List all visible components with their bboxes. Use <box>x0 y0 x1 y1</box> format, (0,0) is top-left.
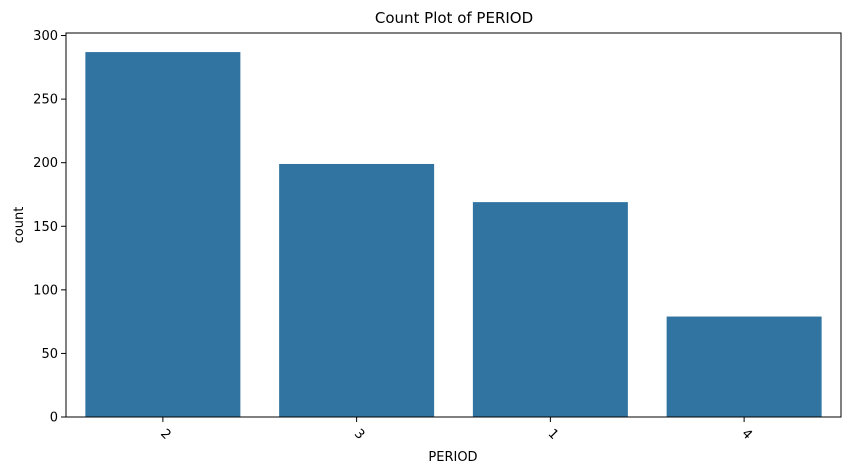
x-tick-label-4: 4 <box>738 426 754 442</box>
bar-1 <box>472 202 628 417</box>
y-tick-label: 250 <box>33 93 58 108</box>
plot-frame <box>65 32 842 418</box>
bar-4 <box>666 316 822 417</box>
bar-2 <box>85 52 241 418</box>
x-tick-label-3: 3 <box>351 426 367 442</box>
y-tick-label: 100 <box>33 283 58 298</box>
chart-title: Count Plot of PERIOD <box>375 9 533 27</box>
x-ticks-group: 2 3 1 4 <box>157 417 755 443</box>
y-axis-label: count <box>12 207 27 244</box>
bar-3 <box>279 163 435 417</box>
y-tick-label: 0 <box>50 411 58 426</box>
x-tick-label-1: 1 <box>545 426 561 442</box>
y-tick-label: 200 <box>33 156 58 171</box>
x-axis-label: PERIOD <box>428 450 477 465</box>
y-tick-label: 50 <box>41 347 58 362</box>
y-tick-label: 300 <box>33 29 58 44</box>
bars-group <box>85 52 822 418</box>
y-tick-label: 150 <box>33 220 58 235</box>
x-tick-label-2: 2 <box>157 426 173 442</box>
y-ticks-group: 0 50 100 150 200 250 300 <box>33 29 66 426</box>
